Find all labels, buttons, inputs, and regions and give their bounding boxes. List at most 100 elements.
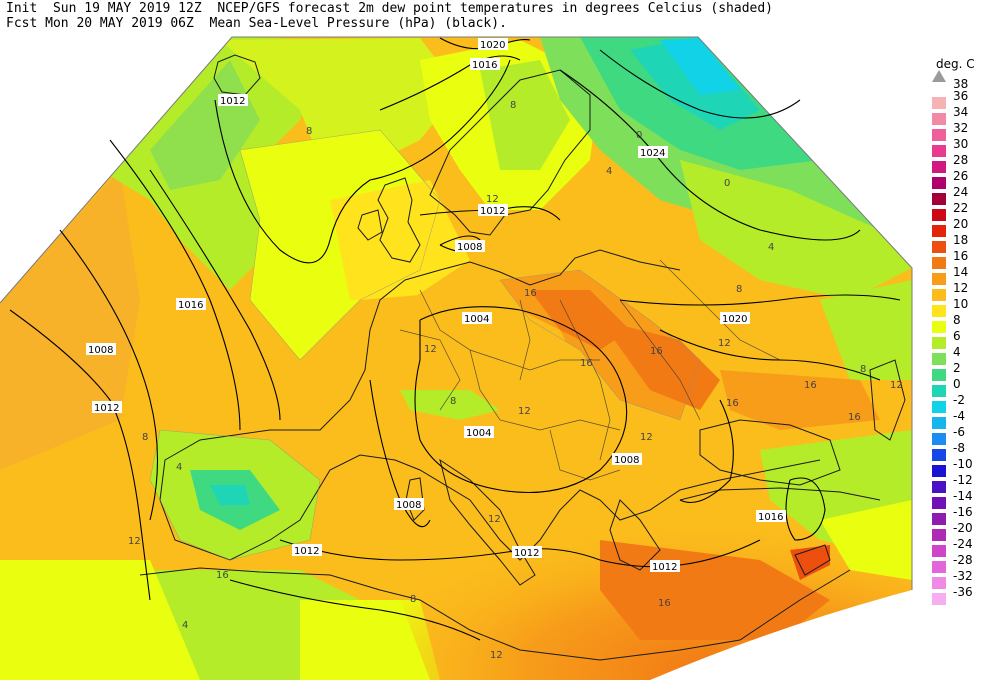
legend-label: -8 bbox=[953, 441, 965, 455]
legend-label: 18 bbox=[953, 233, 969, 247]
legend-label: -14 bbox=[953, 489, 973, 503]
contour-label: 12 bbox=[490, 650, 503, 661]
contour-label: 8 bbox=[306, 126, 312, 137]
legend-swatch bbox=[932, 481, 946, 493]
contour-label: 8 bbox=[450, 396, 456, 407]
legend-swatch bbox=[932, 497, 946, 509]
isobar-label: 1024 bbox=[640, 148, 665, 159]
legend-label: 28 bbox=[953, 153, 969, 167]
isobar-label: 1004 bbox=[466, 428, 491, 439]
isobar-label: 1012 bbox=[514, 548, 539, 559]
legend-unit: deg. C bbox=[936, 57, 975, 71]
legend-swatch bbox=[932, 401, 946, 413]
legend-swatch bbox=[932, 241, 946, 253]
legend-label: 8 bbox=[953, 313, 961, 327]
contour-label: 4 bbox=[606, 166, 612, 177]
legend-label: 6 bbox=[953, 329, 961, 343]
legend-label: -10 bbox=[953, 457, 973, 471]
isobar-label: 1008 bbox=[614, 455, 639, 466]
legend-label: 12 bbox=[953, 281, 969, 295]
legend-label: 36 bbox=[953, 89, 969, 103]
legend-label: -32 bbox=[953, 569, 973, 583]
legend-label: -20 bbox=[953, 521, 973, 535]
legend-label: 16 bbox=[953, 249, 969, 263]
isobar-label: 1008 bbox=[396, 500, 421, 511]
legend-label: 20 bbox=[953, 217, 969, 231]
legend-label: -24 bbox=[953, 537, 973, 551]
isobar-labels: 1020 1016 1012 1024 1020 1012 1008 1016 … bbox=[86, 38, 786, 573]
contour-label: 4 bbox=[176, 462, 182, 473]
legend-label: -28 bbox=[953, 553, 973, 567]
legend-label: 10 bbox=[953, 297, 969, 311]
legend-swatch bbox=[932, 161, 946, 173]
contour-label: 12 bbox=[518, 406, 531, 417]
contour-label: 12 bbox=[890, 380, 903, 391]
contour-label: 4 bbox=[768, 242, 774, 253]
isobar-label: 1012 bbox=[294, 546, 319, 557]
isobar-label: 1016 bbox=[758, 512, 783, 523]
isobar-label: 1020 bbox=[480, 40, 505, 51]
legend-top-arrow-icon bbox=[932, 70, 946, 82]
map-title-line-1: Init Sun 19 MAY 2019 12Z NCEP/GFS foreca… bbox=[6, 1, 774, 16]
legend-swatch bbox=[932, 353, 946, 365]
contour-label: 8 bbox=[510, 100, 516, 111]
legend-swatch bbox=[932, 177, 946, 189]
legend-swatch bbox=[932, 257, 946, 269]
contour-label: 12 bbox=[718, 338, 731, 349]
legend-label: -6 bbox=[953, 425, 965, 439]
legend-swatch bbox=[932, 225, 946, 237]
legend-label: 32 bbox=[953, 121, 969, 135]
contour-label: 12 bbox=[640, 432, 653, 443]
contour-label: 16 bbox=[658, 598, 671, 609]
contour-label: 8 bbox=[142, 432, 148, 443]
legend-label: 30 bbox=[953, 137, 969, 151]
contour-label: 12 bbox=[486, 194, 499, 205]
isobar-label: 1004 bbox=[464, 314, 489, 325]
legend-swatch bbox=[932, 321, 946, 333]
legend-swatch bbox=[932, 305, 946, 317]
legend-label: 0 bbox=[953, 377, 961, 391]
contour-label: 12 bbox=[488, 514, 501, 525]
legend-swatch bbox=[932, 193, 946, 205]
legend-swatch bbox=[932, 289, 946, 301]
contour-label: 16 bbox=[650, 346, 663, 357]
legend-label: -12 bbox=[953, 473, 973, 487]
contour-label: 12 bbox=[128, 536, 141, 547]
contour-label: 8 bbox=[736, 284, 742, 295]
isobar-label: 1012 bbox=[220, 96, 245, 107]
isobar-label: 1008 bbox=[88, 345, 113, 356]
legend-label: 34 bbox=[953, 105, 969, 119]
legend-swatch bbox=[932, 513, 946, 525]
legend-swatch bbox=[932, 209, 946, 221]
dewpoint-contour-labels: 8 8 12 4 0 0 4 8 12 16 16 12 8 12 16 16 … bbox=[128, 100, 903, 661]
legend-swatch bbox=[932, 97, 946, 109]
country-borders bbox=[399, 259, 781, 481]
legend-label: -4 bbox=[953, 409, 965, 423]
legend-label: -2 bbox=[953, 393, 965, 407]
isobar-label: 1020 bbox=[722, 314, 747, 325]
contour-label: 16 bbox=[580, 358, 593, 369]
legend-label: 22 bbox=[953, 201, 969, 215]
legend-swatch bbox=[932, 561, 946, 573]
isobar-label: 1012 bbox=[652, 562, 677, 573]
shaded-field bbox=[0, 37, 912, 680]
contour-label: 16 bbox=[216, 570, 229, 581]
contour-label: 12 bbox=[424, 344, 437, 355]
legend-swatch bbox=[932, 593, 946, 605]
isobar-label: 1016 bbox=[178, 300, 203, 311]
legend-label: -16 bbox=[953, 505, 973, 519]
legend-swatch bbox=[932, 465, 946, 477]
isobar-label: 1012 bbox=[94, 403, 119, 414]
contour-label: 0 bbox=[724, 178, 730, 189]
legend-swatch bbox=[932, 129, 946, 141]
contour-label: 16 bbox=[524, 288, 537, 299]
contour-label: 0 bbox=[636, 130, 642, 141]
legend-label: 2 bbox=[953, 361, 961, 375]
legend-swatch bbox=[932, 449, 946, 461]
map-title-line-2: Fcst Mon 20 MAY 2019 06Z Mean Sea-Level … bbox=[6, 16, 507, 31]
legend-label: 24 bbox=[953, 185, 969, 199]
legend-swatch bbox=[932, 417, 946, 429]
legend-label: 14 bbox=[953, 265, 969, 279]
contour-label: 16 bbox=[848, 412, 861, 423]
contour-label: 4 bbox=[182, 620, 188, 631]
